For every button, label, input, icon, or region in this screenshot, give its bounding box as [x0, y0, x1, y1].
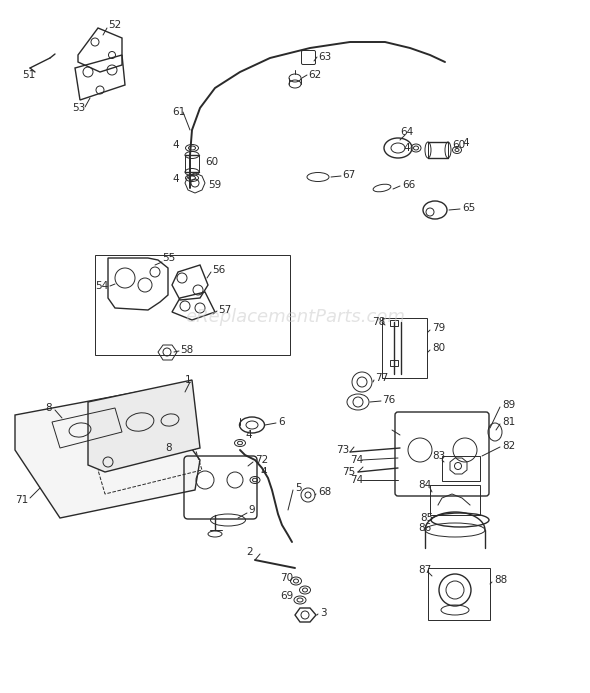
Bar: [442, 456, 480, 481]
Text: 9: 9: [248, 505, 255, 515]
Text: 8: 8: [165, 443, 172, 453]
Bar: [390, 360, 398, 366]
Text: 52: 52: [108, 20, 122, 30]
Text: 4: 4: [403, 143, 409, 153]
Text: 78: 78: [372, 317, 385, 327]
Text: 87: 87: [418, 565, 431, 575]
Text: 53: 53: [72, 103, 85, 113]
Text: 74: 74: [350, 455, 363, 465]
Text: 64: 64: [400, 127, 413, 137]
Bar: [382, 318, 427, 378]
Text: 83: 83: [432, 451, 445, 461]
Polygon shape: [88, 380, 200, 472]
Text: 72: 72: [255, 455, 268, 465]
Text: 63: 63: [318, 52, 331, 62]
Text: 84: 84: [418, 480, 431, 490]
Text: 82: 82: [502, 441, 515, 451]
Text: 86: 86: [418, 523, 431, 533]
Bar: [430, 485, 480, 515]
Text: 65: 65: [462, 203, 476, 213]
Bar: [428, 568, 490, 620]
Text: 56: 56: [212, 265, 225, 275]
Text: 73: 73: [336, 445, 349, 455]
Text: 60: 60: [205, 157, 218, 167]
Text: 4: 4: [462, 138, 468, 148]
Text: 67: 67: [342, 170, 355, 180]
Text: 6: 6: [278, 417, 284, 427]
Text: 70: 70: [280, 573, 293, 583]
Text: 69: 69: [280, 591, 293, 601]
Text: 4: 4: [172, 174, 179, 184]
Text: 89: 89: [502, 400, 515, 410]
Text: 79: 79: [432, 323, 445, 333]
Text: 62: 62: [308, 70, 321, 80]
Bar: [390, 320, 398, 326]
Text: 75: 75: [342, 467, 355, 477]
Text: 8: 8: [45, 403, 52, 413]
Bar: [95, 255, 290, 355]
Text: 59: 59: [208, 180, 221, 190]
Text: 2: 2: [246, 547, 253, 557]
Text: 80: 80: [432, 343, 445, 353]
Text: 74: 74: [350, 475, 363, 485]
Text: 77: 77: [375, 373, 388, 383]
Text: 5: 5: [295, 483, 301, 493]
Text: 60: 60: [452, 140, 465, 150]
Text: 4: 4: [260, 467, 267, 477]
Text: 76: 76: [382, 395, 395, 405]
Text: 68: 68: [318, 487, 331, 497]
Text: 3: 3: [320, 608, 327, 618]
Text: 81: 81: [502, 417, 515, 427]
Text: 61: 61: [172, 107, 185, 117]
Text: 1: 1: [185, 375, 192, 385]
Text: 55: 55: [162, 253, 175, 263]
Text: 4: 4: [172, 140, 179, 150]
Text: 71: 71: [15, 495, 28, 505]
Text: 58: 58: [180, 345, 194, 355]
Text: 88: 88: [494, 575, 507, 585]
Text: 57: 57: [218, 305, 231, 315]
Text: eReplacementParts.com: eReplacementParts.com: [185, 308, 405, 326]
Text: 85: 85: [420, 513, 433, 523]
Text: 54: 54: [95, 281, 108, 291]
Text: 4: 4: [245, 430, 251, 440]
Polygon shape: [15, 390, 200, 518]
Text: 66: 66: [402, 180, 415, 190]
Text: 51: 51: [22, 70, 35, 80]
